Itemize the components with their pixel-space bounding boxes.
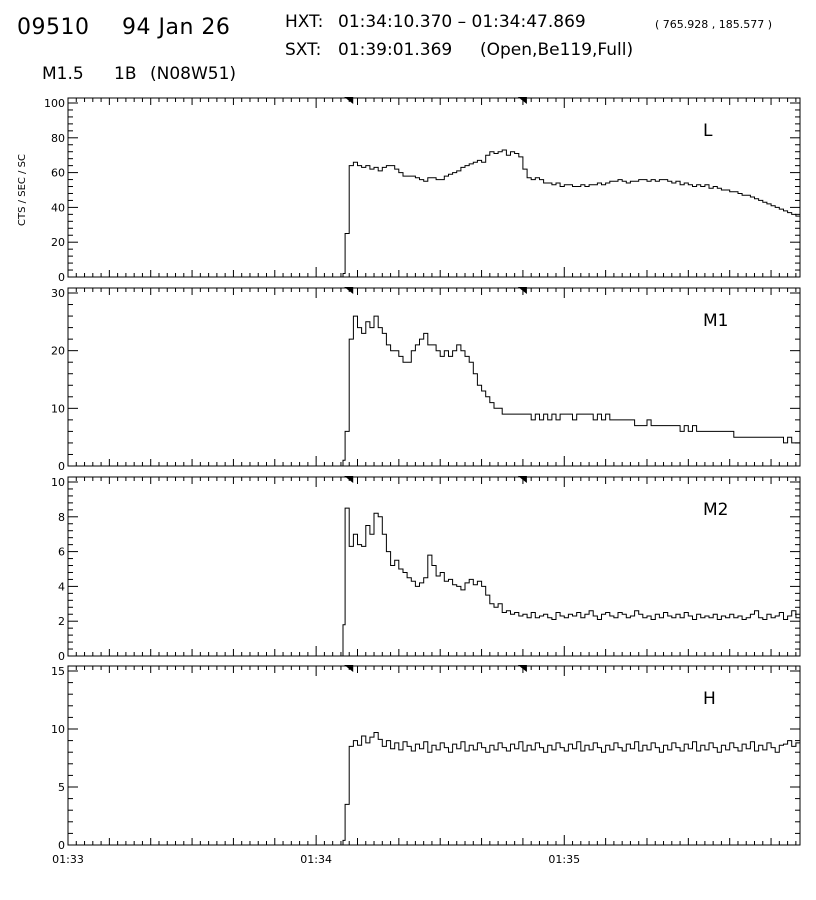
y-tick-label: 30 <box>51 287 65 300</box>
observation-date: 94 Jan 26 <box>122 15 231 40</box>
y-tick-label: 5 <box>58 781 65 794</box>
y-tick-label: 2 <box>58 615 65 628</box>
y-tick-label: 20 <box>51 345 65 358</box>
series-line-l <box>342 149 801 277</box>
y-axis-label: CTS / SEC / SC <box>17 154 28 226</box>
y-tick-label: 10 <box>51 476 65 489</box>
hxt-time-range: 01:34:10.370 – 01:34:47.869 <box>338 12 586 32</box>
panel-frame <box>67 97 801 278</box>
x-tick-label: 01:34 <box>300 853 332 866</box>
panel-frame <box>67 287 801 467</box>
y-tick-label: 8 <box>58 511 65 524</box>
panel-frame <box>67 476 801 657</box>
x-tick-label: 01:35 <box>548 853 580 866</box>
interval-marker <box>517 287 527 294</box>
panel-m2: 0 2 4 6 8 10 M2 <box>51 476 801 663</box>
series-line-m1 <box>342 315 800 466</box>
series-line-m2 <box>342 507 801 656</box>
panel-h: 0 5 10 15 H <box>51 665 801 852</box>
panel-frame <box>67 665 801 846</box>
y-tick-label: 0 <box>58 839 65 852</box>
flare-location: (N08W51) <box>150 64 237 84</box>
goes-class: M1.5 <box>42 64 84 84</box>
y-tick-label: 40 <box>51 201 65 214</box>
sxt-label: SXT: <box>285 40 322 60</box>
y-tick-label: 100 <box>44 97 65 110</box>
series-line-h <box>342 732 801 845</box>
interval-marker <box>517 665 527 672</box>
y-tick-label: 6 <box>58 546 65 559</box>
event-id: 09510 <box>17 15 90 40</box>
interval-marker <box>344 287 354 294</box>
sxt-time: 01:39:01.369 <box>338 40 453 60</box>
y-tick-label: 4 <box>58 580 65 593</box>
y-tick-label: 0 <box>58 460 65 473</box>
y-tick-label: 20 <box>51 236 65 249</box>
y-tick-label: 80 <box>51 132 65 145</box>
channel-label: M1 <box>703 311 728 331</box>
y-tick-label: 10 <box>51 723 65 736</box>
y-tick-label: 0 <box>58 650 65 663</box>
panel-l: 0 20 40 60 80 100 L <box>44 97 801 284</box>
y-tick-label: 10 <box>51 402 65 415</box>
interval-marker <box>344 665 354 672</box>
hxt-label: HXT: <box>285 12 324 32</box>
x-tick-label: 01:33 <box>52 853 84 866</box>
interval-marker <box>517 476 527 483</box>
hxt-coordinates: ( 765.928 , 185.577 ) <box>655 18 773 31</box>
panel-m1: 0 10 20 30 M1 <box>51 287 801 473</box>
channel-label: L <box>703 121 713 141</box>
y-tick-label: 0 <box>58 271 65 284</box>
halpha-class: 1B <box>114 64 137 84</box>
interval-marker <box>344 97 354 104</box>
channel-label: M2 <box>703 500 728 520</box>
y-tick-label: 15 <box>51 665 65 678</box>
sxt-parameters: (Open,Be119,Full) <box>480 40 634 60</box>
interval-marker <box>344 476 354 483</box>
interval-marker <box>517 97 527 104</box>
y-tick-label: 60 <box>51 167 65 180</box>
channel-label: H <box>703 689 716 709</box>
